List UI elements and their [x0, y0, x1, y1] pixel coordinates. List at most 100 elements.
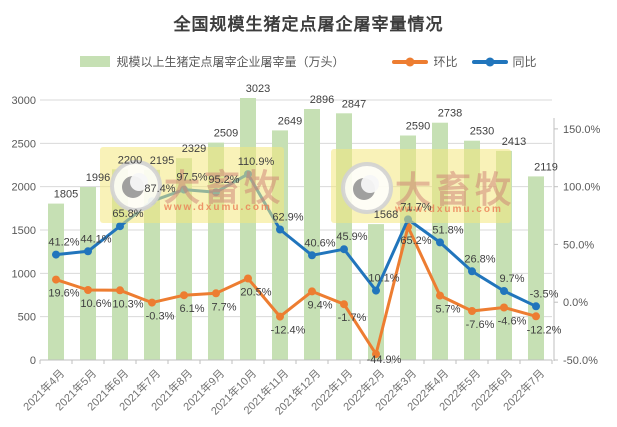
mom-line	[52, 222, 540, 359]
yoy-label: 51.8%	[432, 224, 463, 236]
legend-item-mom: 环比	[392, 53, 458, 70]
mom-label: 5.7%	[435, 304, 460, 316]
bar-label: 2119	[534, 161, 558, 173]
yoy-label: 40.6%	[304, 237, 335, 249]
mom-line-point	[148, 298, 156, 307]
svg-text:50.0%: 50.0%	[563, 239, 594, 251]
svg-text:1000: 1000	[12, 268, 36, 280]
mom-label: 19.6%	[48, 288, 79, 300]
mom-label: -44.9%	[367, 354, 402, 366]
yoy-line-point	[116, 222, 124, 231]
bar-label: 2738	[438, 108, 462, 120]
svg-text:-50.0%: -50.0%	[563, 355, 598, 367]
bar-label: 1568	[374, 209, 398, 221]
svg-text:3000: 3000	[12, 95, 36, 107]
x-axis-labels: 2021年4月2021年5月2021年6月2021年7月2021年8月2021年…	[20, 366, 547, 417]
chart-title: 全国规模生猪定点屠企屠宰量情况	[173, 15, 444, 34]
svg-text:0: 0	[30, 355, 36, 367]
mom-label: 65.2%	[400, 235, 431, 247]
axes	[39, 118, 558, 364]
legend: 规模以上生猪定点屠宰企业屠宰量（万头） 环比 同比	[0, 53, 617, 70]
mom-label: -0.3%	[146, 311, 175, 323]
mom-label: 20.5%	[240, 287, 271, 299]
legend-label-yoy: 同比	[512, 55, 537, 69]
mom-line-point	[276, 312, 284, 321]
bar-label: 2195	[150, 155, 174, 167]
bar-data-labels: 1805 1996 2200 2195 2329 2509 3023 2649 2896 2847…	[54, 83, 558, 221]
legend-label-mom: 环比	[433, 55, 458, 69]
yoy-label: 71.7%	[400, 201, 431, 213]
yoy-label: 41.2%	[48, 237, 79, 249]
mom-label: -12.4%	[271, 325, 306, 337]
svg-text:500: 500	[18, 312, 36, 324]
bar-swatch-icon	[80, 56, 111, 67]
watermark-url: www.dxumu.com	[394, 204, 503, 215]
line-marker-icon-yoy	[471, 57, 508, 66]
yoy-label: 45.9%	[336, 231, 367, 243]
mom-label: 7.7%	[211, 301, 236, 313]
yoy-label: 10.1%	[368, 273, 399, 285]
mom-line-point	[500, 303, 508, 312]
legend-item-yoy: 同比	[471, 53, 537, 70]
yoy-label: 26.8%	[464, 253, 495, 265]
yoy-line-point	[308, 251, 316, 260]
mom-line-point	[212, 289, 220, 298]
svg-text:100.0%: 100.0%	[563, 182, 601, 194]
yoy-label: 95.2%	[208, 174, 239, 186]
bar-label: 1996	[86, 172, 110, 184]
bar-label: 1805	[54, 189, 78, 201]
bar	[80, 187, 96, 360]
svg-text:2500: 2500	[12, 138, 36, 150]
watermark-logo-icon	[110, 160, 162, 212]
yoy-line-point	[372, 286, 380, 295]
mom-label: -7.6%	[466, 319, 495, 331]
yoy-label: 87.4%	[144, 183, 175, 195]
bar-label: 2413	[502, 136, 526, 148]
mom-line-point	[436, 291, 444, 300]
mom-label: 10.3%	[112, 298, 143, 310]
mom-line-point	[340, 300, 348, 309]
yoy-line-point	[276, 225, 284, 234]
yoy-line-point	[340, 245, 348, 254]
mom-line-point	[532, 312, 540, 321]
yoy-label: 65.8%	[112, 208, 143, 220]
watermark-brand: 大畜牧	[395, 169, 515, 210]
bar-label: 2896	[310, 94, 334, 106]
mom-line-point	[372, 350, 380, 359]
mom-label: 6.1%	[179, 303, 204, 315]
mom-label: -4.6%	[498, 316, 527, 328]
mom-label: 9.4%	[307, 299, 332, 311]
mom-label: 10.6%	[80, 298, 111, 310]
bar	[304, 109, 320, 360]
yoy-line-point	[468, 267, 476, 276]
yoy-label: 62.9%	[272, 212, 303, 224]
yoy-data-labels: 41.2% 44.1% 65.8% 87.4%97.5% 95.2% 110.9% 62.9…	[48, 156, 558, 300]
watermark-logo-icon	[341, 162, 393, 214]
left-axis-labels: 3000 2500 2000 1500 1000 500 0	[12, 95, 36, 367]
svg-text:1500: 1500	[12, 225, 36, 237]
mom-line-point	[180, 291, 188, 300]
right-axis-labels: 150.0% 100.0% 50.0% 0.0% -50.0%	[563, 124, 601, 367]
legend-item-volume: 规模以上生猪定点屠宰企业屠宰量（万头）	[80, 53, 344, 70]
watermark-url: www.dxumu.com	[163, 202, 272, 213]
line-marker-icon-mom	[392, 57, 429, 66]
yoy-line-point	[500, 287, 508, 295]
bar-label: 2649	[278, 115, 302, 127]
watermark-brand: 大畜牧	[164, 167, 284, 208]
yoy-line-point	[532, 302, 540, 311]
yoy-label: 97.5%	[176, 172, 207, 184]
mom-line-point	[308, 287, 316, 296]
yoy-line-point	[84, 247, 92, 256]
yoy-label: -3.5%	[530, 288, 559, 300]
yoy-label: 110.9%	[238, 156, 275, 168]
legend-label-volume: 规模以上生猪定点屠宰企业屠宰量（万头）	[116, 55, 345, 69]
bar-label: 2530	[470, 126, 494, 138]
yoy-label: 9.7%	[499, 273, 524, 285]
svg-text:2000: 2000	[12, 182, 36, 194]
mom-label: -1.7%	[338, 312, 367, 324]
mom-line-point	[116, 286, 124, 295]
svg-text:0.0%: 0.0%	[563, 297, 588, 309]
